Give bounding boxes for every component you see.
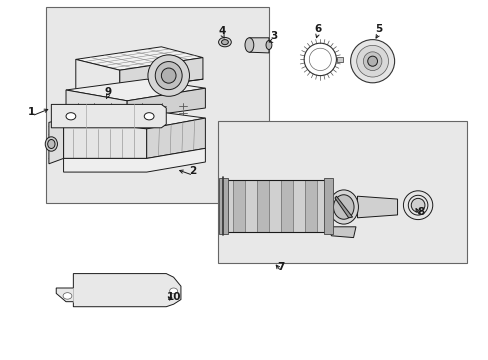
Text: 9: 9 bbox=[104, 87, 111, 97]
Circle shape bbox=[63, 293, 72, 299]
Text: 3: 3 bbox=[270, 31, 277, 41]
Polygon shape bbox=[76, 47, 203, 70]
Polygon shape bbox=[334, 196, 352, 218]
Text: 1: 1 bbox=[28, 107, 35, 117]
Circle shape bbox=[169, 288, 177, 294]
Circle shape bbox=[218, 37, 231, 47]
Ellipse shape bbox=[155, 62, 182, 90]
Polygon shape bbox=[76, 59, 120, 90]
Ellipse shape bbox=[356, 45, 387, 77]
Polygon shape bbox=[281, 180, 293, 232]
Ellipse shape bbox=[333, 195, 353, 219]
Polygon shape bbox=[63, 148, 205, 172]
Polygon shape bbox=[233, 180, 245, 232]
Polygon shape bbox=[56, 274, 181, 307]
Text: 5: 5 bbox=[375, 24, 382, 34]
Polygon shape bbox=[245, 180, 257, 232]
Bar bbox=[337, 57, 343, 62]
Text: 10: 10 bbox=[166, 292, 181, 302]
Circle shape bbox=[66, 113, 76, 120]
Polygon shape bbox=[326, 227, 355, 238]
Ellipse shape bbox=[48, 139, 55, 148]
Polygon shape bbox=[305, 180, 317, 232]
Ellipse shape bbox=[367, 56, 377, 66]
Polygon shape bbox=[269, 180, 281, 232]
Ellipse shape bbox=[45, 137, 58, 151]
Polygon shape bbox=[293, 180, 305, 232]
Bar bbox=[217, 121, 466, 263]
Bar bbox=[219, 178, 227, 234]
Ellipse shape bbox=[410, 198, 424, 212]
Circle shape bbox=[144, 113, 154, 120]
Ellipse shape bbox=[363, 52, 381, 71]
Polygon shape bbox=[51, 104, 166, 128]
Bar bbox=[324, 178, 332, 234]
Text: 6: 6 bbox=[314, 24, 321, 34]
Polygon shape bbox=[49, 119, 63, 164]
Polygon shape bbox=[317, 180, 328, 232]
Ellipse shape bbox=[403, 191, 432, 220]
Text: 8: 8 bbox=[416, 207, 423, 217]
Ellipse shape bbox=[265, 40, 271, 49]
Ellipse shape bbox=[161, 68, 176, 83]
Polygon shape bbox=[66, 90, 127, 119]
Ellipse shape bbox=[147, 55, 189, 96]
Polygon shape bbox=[257, 180, 269, 232]
Polygon shape bbox=[146, 118, 205, 158]
Polygon shape bbox=[120, 58, 203, 90]
Text: 2: 2 bbox=[189, 166, 196, 176]
Ellipse shape bbox=[328, 190, 358, 224]
Text: 7: 7 bbox=[277, 262, 285, 272]
Ellipse shape bbox=[244, 38, 253, 52]
Polygon shape bbox=[249, 38, 268, 53]
Polygon shape bbox=[127, 88, 205, 119]
Bar bbox=[46, 7, 268, 203]
Ellipse shape bbox=[350, 40, 394, 83]
Polygon shape bbox=[66, 79, 205, 101]
Polygon shape bbox=[63, 108, 205, 129]
Polygon shape bbox=[357, 196, 397, 218]
Text: 4: 4 bbox=[218, 26, 226, 36]
Polygon shape bbox=[63, 119, 146, 158]
Polygon shape bbox=[221, 180, 233, 232]
Circle shape bbox=[221, 40, 228, 45]
